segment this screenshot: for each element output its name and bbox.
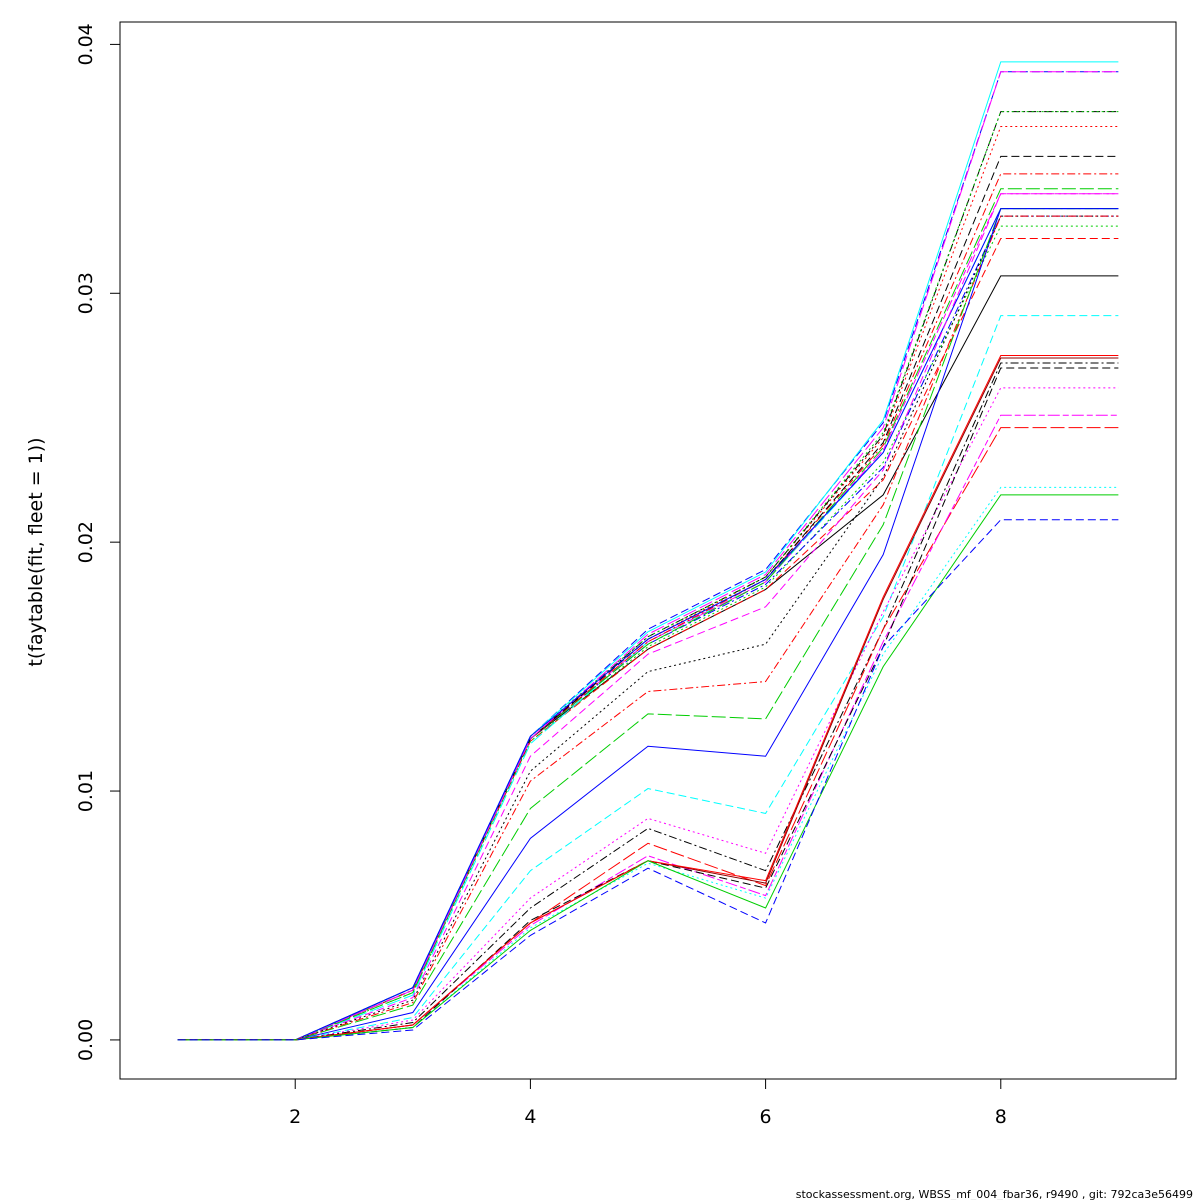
series-line-21	[177, 208, 1119, 1041]
series-line-17	[177, 193, 1119, 1041]
y-axis-title: t(faytable(fit, fleet = 1))	[25, 437, 47, 666]
series-line-15	[177, 61, 1119, 1041]
series-line-29	[177, 355, 1119, 1041]
series-line-28	[177, 357, 1119, 1041]
series-line-26	[177, 414, 1119, 1041]
y-tick-label: 0.01	[75, 770, 97, 812]
series-line-7	[177, 188, 1119, 1041]
x-tick-label: 2	[289, 1106, 301, 1128]
series-line-13	[177, 71, 1119, 1041]
series-line-10	[177, 126, 1119, 1041]
y-tick-label: 0.00	[75, 1019, 97, 1061]
series-line-20	[177, 208, 1119, 1041]
series-line-31	[177, 494, 1119, 1041]
series-line-22	[177, 315, 1119, 1041]
footer-caption: stockassessment.org, WBSS_mf_004_fbar36,…	[796, 1188, 1193, 1200]
x-tick-label: 8	[995, 1106, 1007, 1128]
series-line-19	[177, 215, 1119, 1041]
series-line-11	[177, 111, 1119, 1041]
series-line-1	[177, 275, 1119, 1041]
series-line-9	[177, 155, 1119, 1041]
y-axis: 0.00 0.01 0.02 0.03 0.04	[75, 23, 120, 1061]
series-line-4	[177, 215, 1119, 1041]
series-line-14	[177, 71, 1119, 1041]
series-line-25	[177, 427, 1119, 1041]
series-line-16	[177, 208, 1119, 1041]
series-line-3	[177, 225, 1119, 1041]
series-line-30	[177, 486, 1119, 1041]
y-tick-label: 0.03	[75, 272, 97, 314]
series-line-18	[177, 215, 1119, 1041]
x-tick-label: 4	[524, 1106, 536, 1128]
x-axis: 2 4 6 8	[289, 1079, 1007, 1128]
series-line-5	[177, 208, 1119, 1041]
y-tick-label: 0.02	[75, 521, 97, 563]
series-layer	[177, 61, 1119, 1041]
x-tick-label: 6	[760, 1106, 772, 1128]
y-tick-label: 0.04	[75, 23, 97, 65]
plot-frame	[119, 21, 1177, 1080]
series-line-24	[177, 362, 1119, 1041]
series-line-32	[177, 519, 1119, 1041]
series-line-12	[177, 111, 1119, 1041]
series-line-8	[177, 173, 1119, 1041]
